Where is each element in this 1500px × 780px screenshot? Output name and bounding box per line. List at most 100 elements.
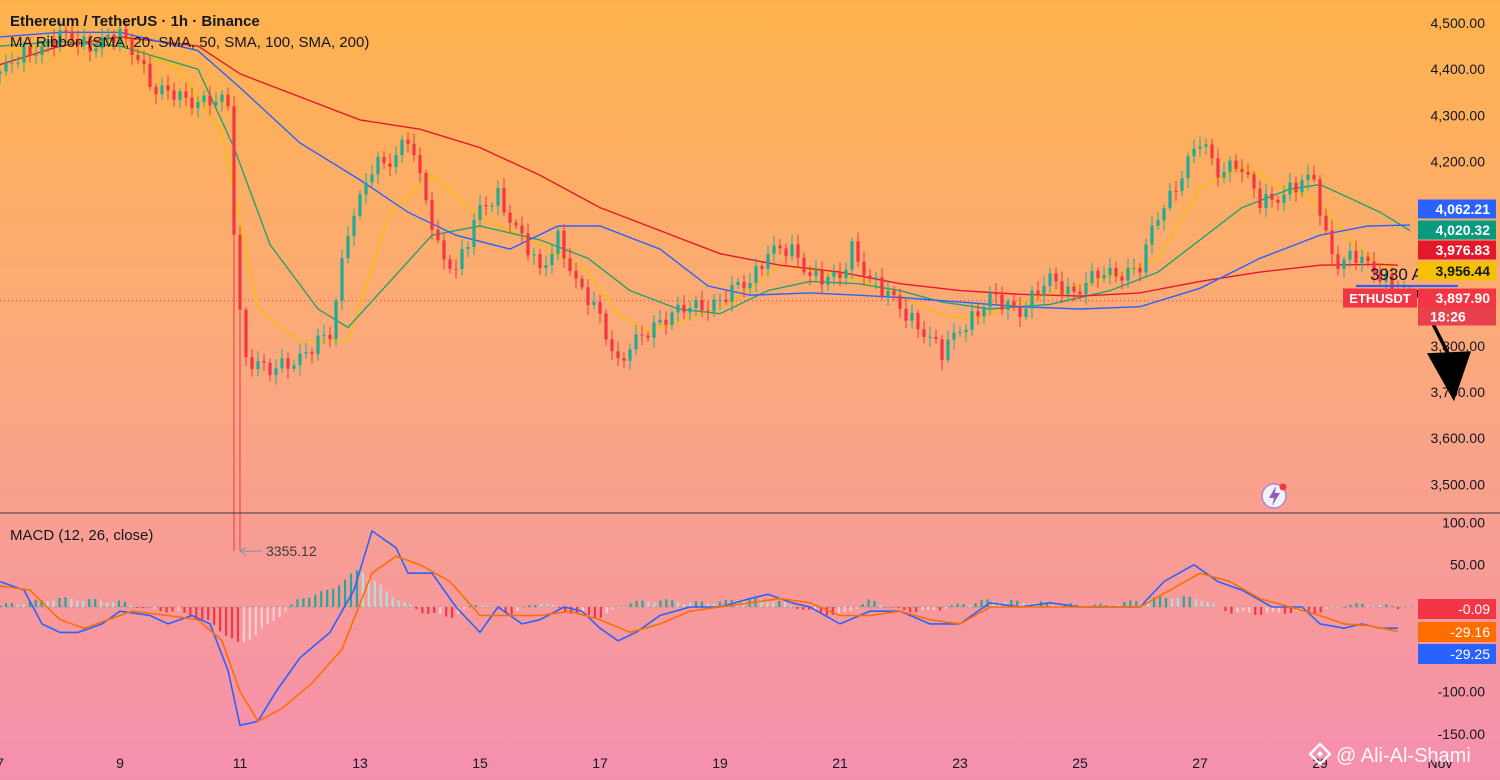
candle-body [262, 361, 266, 363]
macd-histogram-bar [766, 602, 769, 608]
candle-body [202, 95, 206, 103]
macd-histogram-bar [1325, 607, 1328, 610]
candle-body [898, 295, 902, 309]
candle-body [928, 336, 932, 338]
candle-body [358, 194, 362, 216]
signal-line [0, 555, 1399, 723]
candle-body [532, 254, 536, 256]
macd-histogram-bar [349, 573, 353, 608]
price-tick-label: 4,500.00 [1431, 15, 1486, 31]
macd-histogram-bar [242, 607, 246, 643]
candle-body [268, 362, 272, 376]
candle-body [550, 254, 554, 266]
candle-body [280, 358, 284, 369]
candle-body [436, 229, 440, 241]
lightning-icon[interactable] [1261, 483, 1287, 509]
candle-body [412, 143, 416, 156]
macd-histogram-bar [1337, 607, 1340, 608]
candle-body [394, 155, 398, 167]
macd-histogram-bar [58, 597, 61, 608]
macd-histogram-bar [802, 607, 805, 610]
candle-body [64, 30, 68, 32]
macd-histogram-bar [1194, 599, 1197, 608]
candle-body [544, 265, 548, 269]
candle-body [832, 272, 836, 277]
candle-body [868, 275, 872, 279]
candle-body [106, 34, 110, 38]
macd-histogram-bar [1117, 604, 1120, 608]
macd-histogram-bar [885, 607, 888, 608]
candle-body [16, 62, 20, 64]
macd-histogram-bar [320, 591, 323, 608]
candle-body [1102, 275, 1106, 279]
macd-histogram-bar [712, 603, 715, 608]
candle-body [1306, 174, 1310, 181]
candle-body [874, 277, 878, 279]
time-axis[interactable]: 7911131517192123252729Nov [0, 755, 1452, 771]
macd-histogram-bar [873, 600, 876, 608]
macd-histogram-bar [1396, 607, 1400, 610]
candle-body [796, 244, 800, 258]
macd-histogram-bar [1277, 607, 1281, 613]
candle-body [850, 241, 854, 270]
macd-histogram-bar [1385, 604, 1388, 608]
candle-body [316, 335, 320, 355]
low-price-label: 3355.12 [266, 543, 317, 559]
candle-body [1222, 171, 1226, 178]
macd-histogram-bar [1361, 603, 1364, 608]
candle-body [586, 287, 590, 306]
candle-body [1270, 193, 1274, 200]
macd-histogram-bar [683, 603, 686, 608]
macd-histogram-bar [629, 603, 632, 608]
macd-histogram-bar [677, 602, 680, 608]
candle-body [592, 301, 596, 306]
candle-body [214, 101, 218, 106]
macd-histogram-bar [141, 607, 144, 609]
macd-histogram-bar [474, 605, 478, 608]
candle-body [184, 91, 188, 98]
macd-histogram-bar [88, 599, 91, 608]
macd-histogram-bar [224, 607, 228, 636]
candle-body [1174, 190, 1178, 192]
macd-histogram-bar [986, 599, 989, 608]
macd-histogram-bar [391, 597, 394, 608]
candle-body [406, 139, 410, 144]
macd-histogram-bar [343, 579, 347, 608]
macd-value-tag: -29.16 [1450, 624, 1490, 640]
candle-body [604, 313, 608, 340]
candle-body [892, 290, 896, 296]
macd-axis[interactable]: 100.00 50.00 -100.00 -150.00 [0, 514, 1485, 742]
candle-body [748, 283, 752, 289]
macd-histogram-bar [659, 600, 662, 608]
candle-body [22, 45, 26, 63]
macd-histogram-bar [641, 600, 644, 608]
price-tick-label: 3,700.00 [1431, 384, 1486, 400]
price-axis[interactable]: 4,500.00 4,400.00 4,300.00 4,200.00 3,800.00… [0, 15, 1485, 492]
macd-histogram-bar [581, 607, 585, 613]
macd-histogram-bar [361, 572, 364, 608]
macd-histogram-bar [201, 607, 204, 620]
candle-body [1186, 156, 1190, 179]
macd-histogram-bar [1129, 600, 1132, 608]
candle-body [1048, 273, 1052, 286]
candle-body [382, 156, 386, 164]
candle-body [964, 329, 968, 333]
macd-histogram-bar [1016, 600, 1019, 608]
macd-histogram-bar [278, 607, 281, 618]
macd-histogram-bar [724, 599, 727, 608]
macd-histogram-bar [825, 607, 829, 616]
macd-histogram-bar [1271, 607, 1275, 612]
macd-histogram-bar [599, 607, 602, 618]
indicator-title: MA Ribbon (SMA, 20, SMA, 50, SMA, 100, S… [10, 34, 369, 51]
candle-body [1066, 286, 1070, 295]
price-labels: 4,062.21 4,020.32 3,976.83 3,956.44 3,897.90… [1343, 199, 1496, 664]
macd-histogram-bar [938, 607, 942, 611]
macd-histogram-bar [1260, 607, 1263, 615]
candle-body [628, 349, 632, 361]
macd-histogram-bar [439, 607, 442, 614]
macd-histogram-bar [546, 604, 549, 608]
macd-histogram-bar [40, 600, 43, 608]
macd-histogram-bar [1051, 604, 1055, 608]
candle-body [442, 240, 446, 260]
